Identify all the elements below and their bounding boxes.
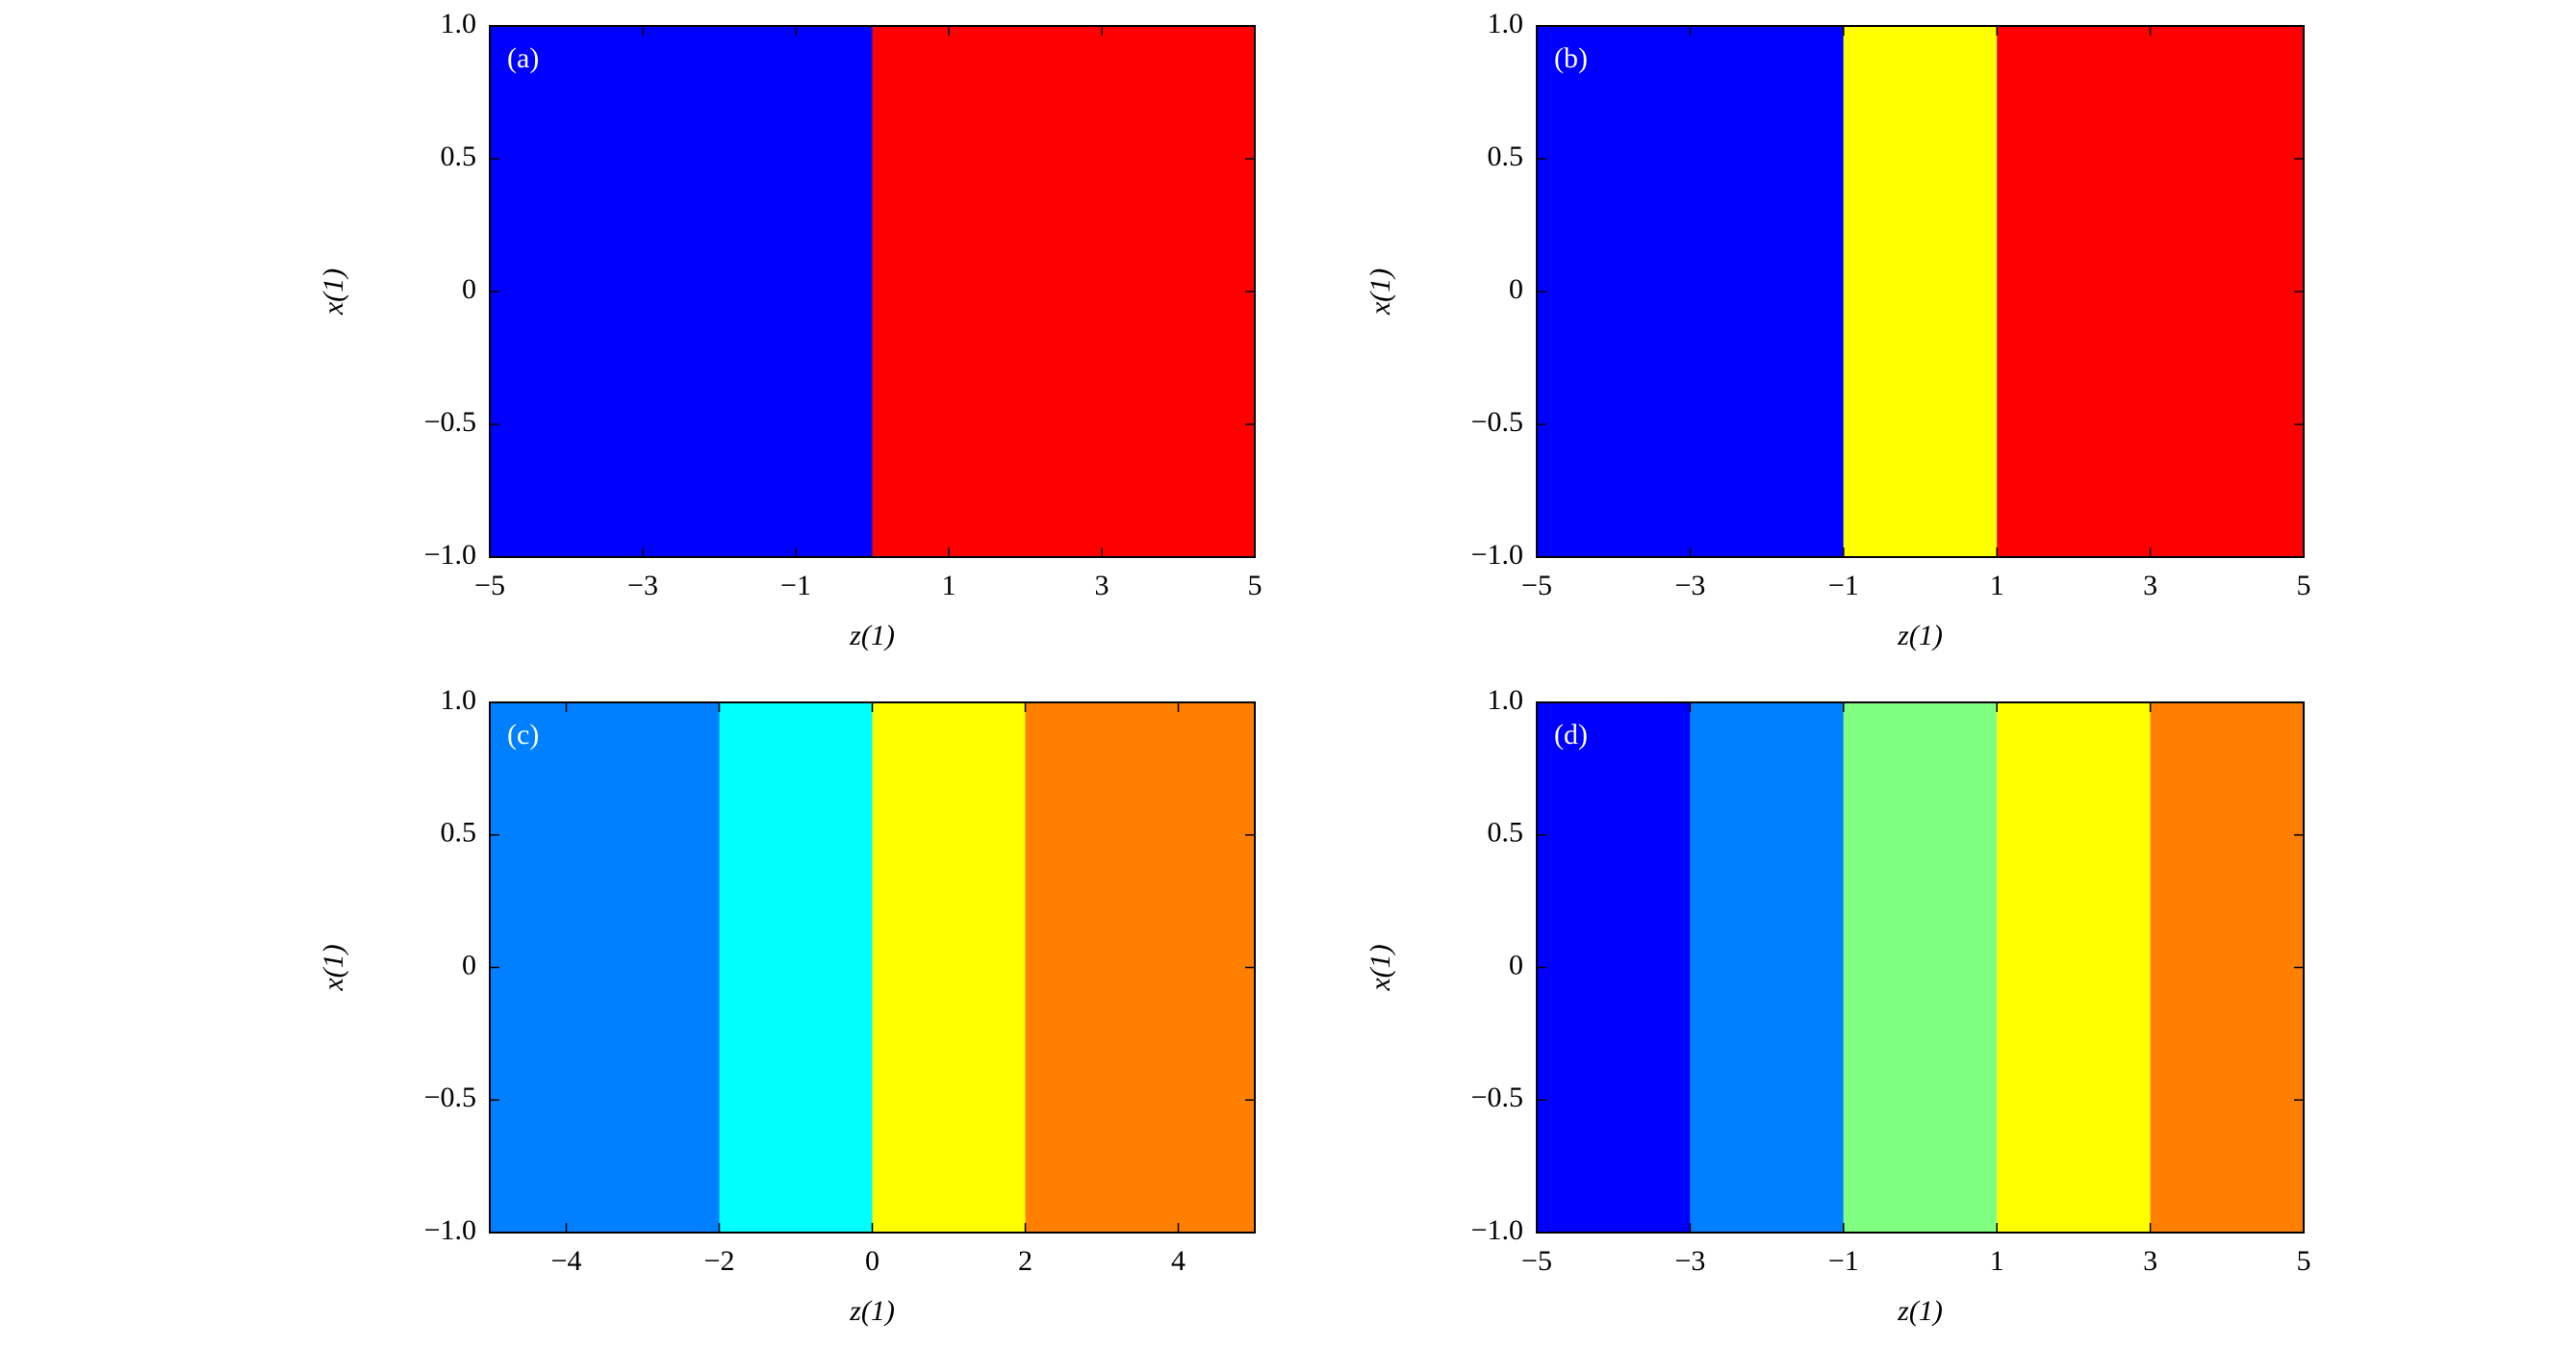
x-tick-label: −1 bbox=[780, 570, 811, 601]
y-tick-label: −0.5 bbox=[1471, 1082, 1523, 1113]
panel-label: (d) bbox=[1554, 719, 1588, 751]
x-tick-label: 1 bbox=[942, 570, 956, 601]
x-axis-label: z(1) bbox=[849, 1295, 895, 1327]
band bbox=[1843, 702, 1998, 1233]
x-tick-label: 2 bbox=[1018, 1245, 1033, 1277]
y-tick-label: 0 bbox=[1509, 949, 1523, 980]
x-tick-label: 3 bbox=[2143, 1245, 2157, 1277]
x-tick-label: 3 bbox=[1095, 570, 1109, 601]
x-tick-label: −3 bbox=[1674, 570, 1705, 601]
x-tick-label: 4 bbox=[1171, 1245, 1186, 1277]
y-tick-label: 0 bbox=[462, 273, 476, 305]
x-tick-label: 0 bbox=[865, 1245, 880, 1277]
y-tick-label: 1.0 bbox=[1488, 8, 1524, 39]
x-tick-label: −3 bbox=[1674, 1245, 1705, 1277]
band bbox=[1025, 702, 1255, 1233]
y-tick-label: 0 bbox=[462, 949, 476, 980]
y-axis-label: x(1) bbox=[318, 944, 349, 991]
y-tick-label: 0.5 bbox=[1488, 817, 1524, 849]
x-tick-label: 3 bbox=[2143, 570, 2157, 601]
x-tick-label: −2 bbox=[704, 1245, 735, 1277]
y-axis-label: x(1) bbox=[318, 268, 349, 316]
band bbox=[872, 26, 1255, 557]
x-tick-label: −4 bbox=[551, 1245, 582, 1277]
band bbox=[1690, 702, 1844, 1233]
x-axis-label: z(1) bbox=[1897, 1295, 1943, 1327]
x-axis-label: z(1) bbox=[1897, 620, 1943, 651]
panel-label: (b) bbox=[1554, 42, 1588, 74]
y-tick-label: 0.5 bbox=[441, 140, 477, 172]
x-tick-label: 5 bbox=[2297, 1245, 2311, 1277]
x-tick-label: 5 bbox=[1248, 570, 1262, 601]
band bbox=[1537, 702, 1691, 1233]
x-tick-label: 1 bbox=[1990, 1245, 2004, 1277]
x-tick-label: −1 bbox=[1828, 1245, 1859, 1277]
y-tick-label: 1.0 bbox=[441, 684, 477, 716]
band bbox=[490, 702, 720, 1233]
x-tick-label: −5 bbox=[1521, 570, 1552, 601]
y-tick-label: −1.0 bbox=[1471, 1214, 1523, 1246]
y-tick-label: −1.0 bbox=[424, 539, 476, 571]
band bbox=[1843, 26, 1998, 557]
band bbox=[1997, 702, 2151, 1233]
y-tick-label: 0.5 bbox=[441, 817, 477, 849]
x-tick-label: −5 bbox=[474, 570, 505, 601]
x-axis-label: z(1) bbox=[849, 620, 895, 651]
y-tick-label: 1.0 bbox=[441, 8, 477, 39]
panel-label: (c) bbox=[507, 719, 539, 751]
x-tick-label: −1 bbox=[1828, 570, 1859, 601]
y-tick-label: 0.5 bbox=[1488, 140, 1524, 172]
band bbox=[2150, 702, 2304, 1233]
x-tick-label: −5 bbox=[1521, 1245, 1552, 1277]
band bbox=[490, 26, 873, 557]
y-axis-label: x(1) bbox=[1365, 268, 1396, 316]
y-tick-label: 1.0 bbox=[1488, 684, 1524, 716]
band bbox=[1537, 26, 1844, 557]
y-axis-label: x(1) bbox=[1365, 944, 1396, 991]
y-tick-label: −1.0 bbox=[424, 1214, 476, 1246]
x-tick-label: 5 bbox=[2297, 570, 2311, 601]
y-tick-label: 0 bbox=[1509, 273, 1523, 305]
y-tick-label: −0.5 bbox=[1471, 406, 1523, 438]
y-tick-label: −0.5 bbox=[424, 1082, 476, 1113]
band bbox=[719, 702, 873, 1233]
panel-label: (a) bbox=[507, 42, 539, 74]
band bbox=[872, 702, 1026, 1233]
y-tick-label: −1.0 bbox=[1471, 539, 1523, 571]
x-tick-label: −3 bbox=[627, 570, 658, 601]
band bbox=[1997, 26, 2304, 557]
y-tick-label: −0.5 bbox=[424, 406, 476, 438]
x-tick-label: 1 bbox=[1990, 570, 2004, 601]
